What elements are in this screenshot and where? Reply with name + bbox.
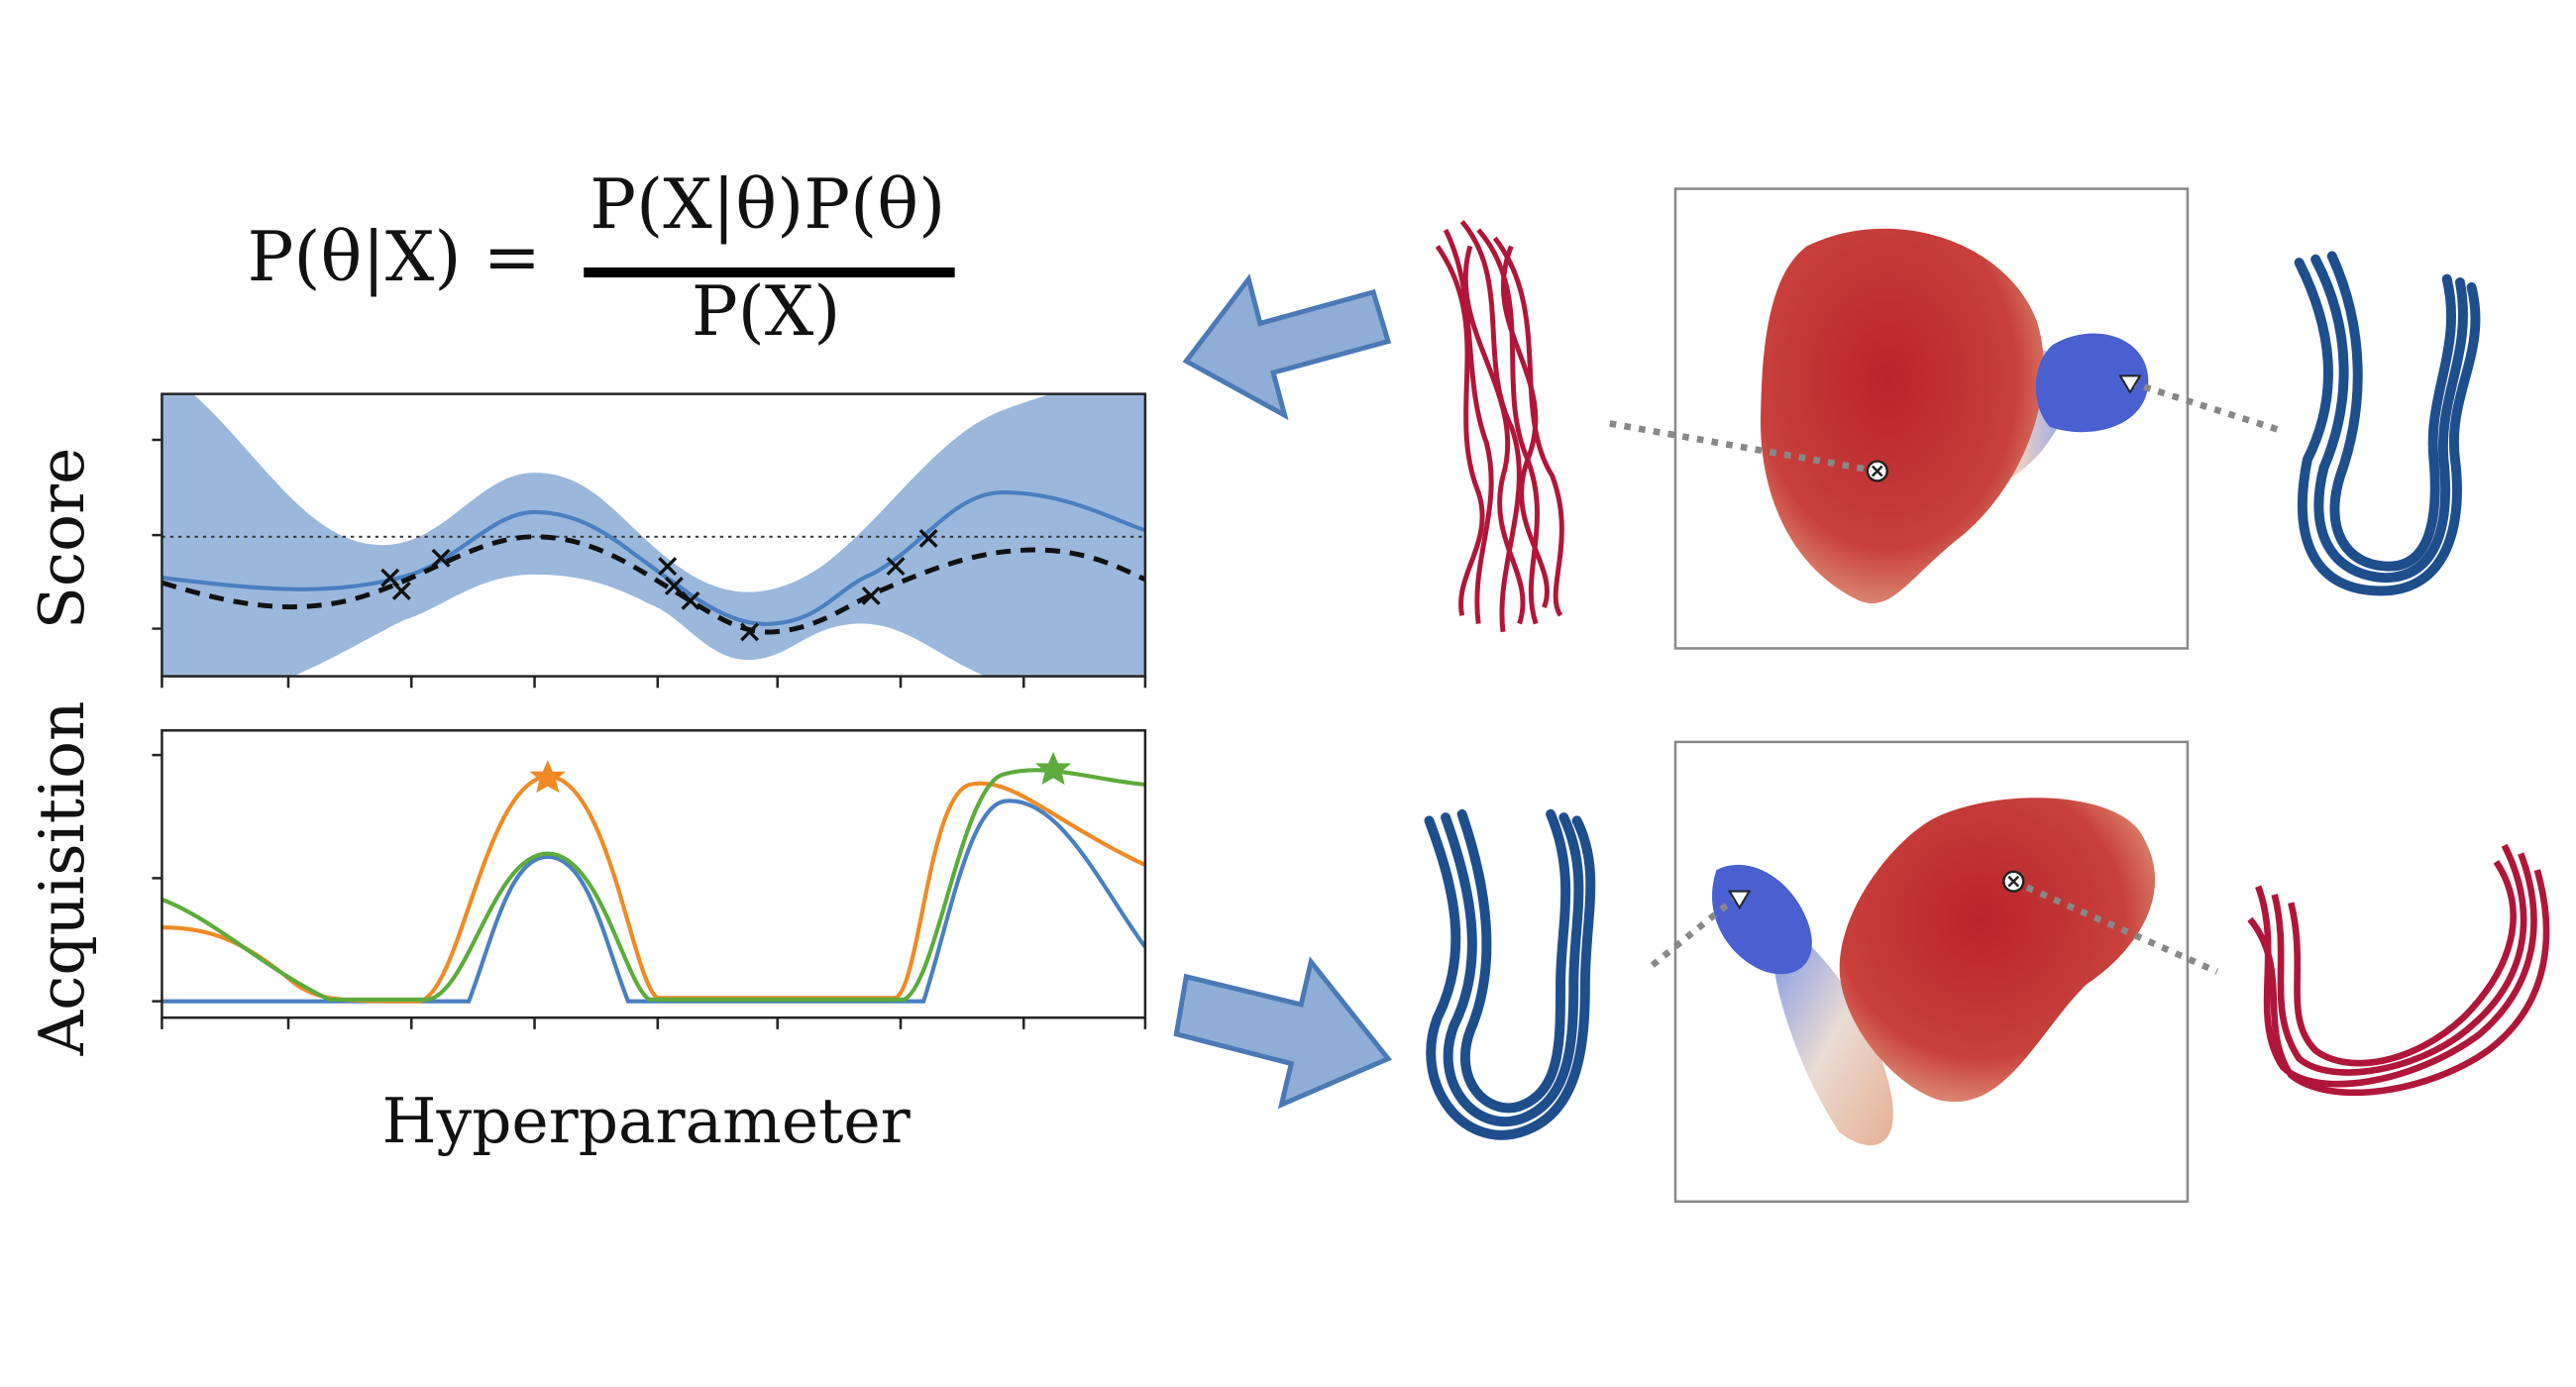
max-marker — [529, 760, 567, 794]
embedding-panel-bottom — [1650, 740, 2219, 1204]
structure-blue-bottom — [1424, 808, 1596, 1140]
acquisition-ticks — [152, 753, 1147, 1029]
equation-denominator: P(X) — [692, 271, 841, 352]
mean-line — [161, 489, 1145, 626]
acquisition-frame — [161, 729, 1147, 1019]
acquisition-curve — [161, 768, 1145, 1003]
embedding-panel-top — [1609, 187, 2281, 650]
structure-blue-top — [2294, 251, 2481, 596]
true-function — [161, 534, 1145, 635]
equation-numerator: P(X|θ)P(θ) — [590, 164, 945, 245]
max-marker — [1034, 751, 1072, 785]
score-ticks — [152, 438, 1147, 689]
confidence-band — [161, 393, 1145, 677]
arrow-left — [1182, 273, 1392, 421]
equation-lhs: P(θ|X) = — [248, 217, 541, 297]
structure-red-bottom — [2247, 843, 2550, 1097]
score-plot — [152, 392, 1147, 689]
x-axis-label: Hyperparameter — [382, 1085, 912, 1157]
observations — [380, 528, 938, 642]
structure-red-top — [1435, 220, 1564, 633]
arrow-right — [1173, 956, 1393, 1110]
acquisition-plot — [152, 729, 1147, 1029]
acquisition-curve — [161, 774, 1145, 1004]
acquisition-label: Acquisition — [26, 700, 98, 1056]
acquisition-curve — [161, 799, 1145, 1004]
score-label: Score — [26, 448, 98, 630]
